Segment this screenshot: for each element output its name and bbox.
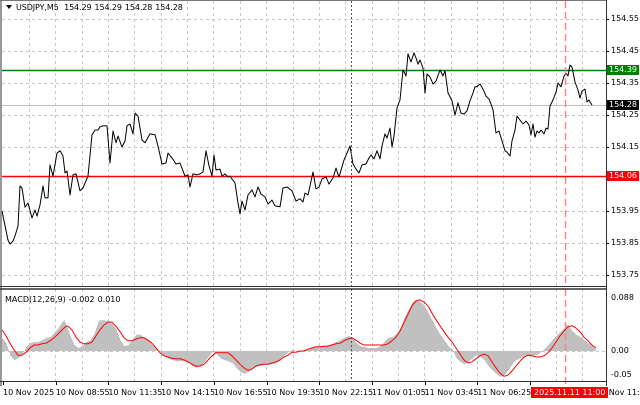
time-tick-label: 10 Nov 19:35 [266,388,321,397]
price-tick-label: 154.15 [611,142,639,151]
current-price-price-tag: 154.28 [607,100,639,111]
symbol-name: USDJPY,M5 [16,3,59,12]
high-price: 154.29 [94,3,122,12]
price-series-line [1,52,593,245]
support-price-tag: 154.06 [607,170,639,181]
time-tick-label: 10 Nov 22:15 [319,388,374,397]
time-tick-label: 10 Nov 14:15 [161,388,216,397]
price-tick-label: 154.25 [611,110,639,119]
price-line [1,52,593,245]
close-price: 154.28 [155,3,183,12]
time-tick-label: 11 Nov 03:45 [424,388,479,397]
chart-frame [0,0,609,386]
macd-header: MACD(12,26,9) -0.002 0.010 [5,295,123,304]
collapse-triangle-icon[interactable] [6,5,12,9]
price-tick-label: 154.45 [611,46,639,55]
time-tick-label: 10 Nov 16:55 [213,388,268,397]
time-tick-label: 10 Nov 11:35 [108,388,163,397]
macd-tick-label: 0.088 [611,293,634,303]
macd-pane [1,299,597,377]
time-tick-label: 10 Nov 2025 [3,388,55,397]
vertical-markers [351,1,567,386]
macd-signal-value: 0.010 [97,295,121,304]
time-tick-label: 10 Nov 08:55 [55,388,110,397]
time-marker-label: 2025.11.11 11:00 [531,387,609,398]
macd-label: MACD(12,26,9) [5,295,66,304]
macd-signal-line [1,299,597,377]
price-tick-label: 154.35 [611,78,639,87]
macd-tick-label: -0.05 [611,370,632,379]
price-tick-label: 153.75 [611,270,639,279]
symbol-header: USDJPY,M5 154.29 154.29 154.28 154.28 [6,3,186,12]
resistance-price-tag: 154.39 [607,65,639,76]
price-tick-label: 153.85 [611,238,639,247]
macd-main-value: -0.002 [68,295,95,304]
price-tick-label: 154.55 [611,14,639,23]
time-tick-label: 11 Nov 06:25 [477,388,532,397]
price-tick-label: 153.95 [611,206,639,215]
low-price: 154.28 [124,3,153,12]
macd-tick-label: 0.00 [611,346,629,355]
time-tick-label: 11 Nov 01:05 [371,388,426,397]
time-tick-label: 11 Nov 11:45 [596,388,640,397]
open-price: 154.29 [64,3,92,12]
horizontal-levels [2,69,606,178]
